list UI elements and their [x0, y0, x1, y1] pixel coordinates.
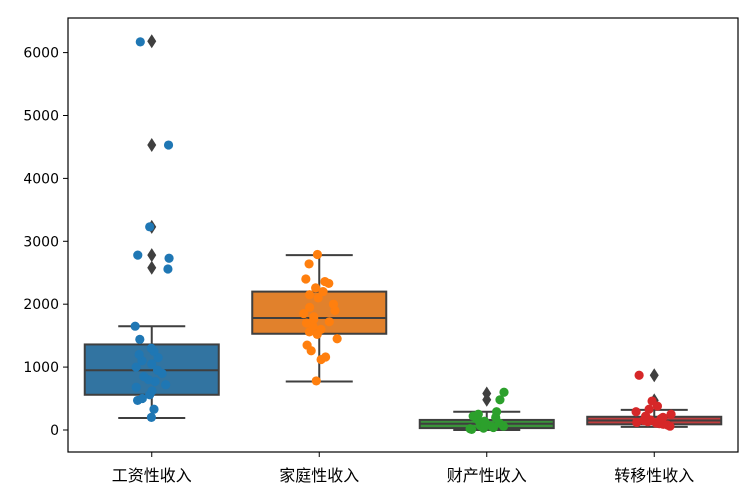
data-point	[495, 395, 505, 405]
data-point	[473, 409, 483, 419]
data-point	[163, 140, 174, 150]
x-tick-label: 转移性收入	[614, 466, 694, 485]
data-point	[131, 382, 141, 392]
data-point	[499, 387, 509, 397]
y-axis-ticks: 0 1000 2000 3000 4000 5000 6000	[23, 46, 68, 439]
outlier-marker	[649, 368, 659, 383]
data-point	[139, 371, 149, 382]
y-tick-label: 0	[50, 423, 59, 439]
data-point	[301, 318, 312, 328]
data-point	[631, 407, 641, 417]
data-point	[163, 264, 173, 274]
data-point	[465, 424, 475, 434]
data-point	[328, 299, 339, 309]
data-point	[152, 365, 163, 375]
data-point	[304, 290, 315, 300]
data-point	[312, 249, 323, 260]
outlier-marker	[147, 138, 157, 153]
data-point	[299, 309, 309, 319]
data-point	[146, 343, 156, 353]
data-point	[164, 253, 174, 263]
data-point	[309, 312, 319, 322]
y-tick-label: 3000	[23, 234, 59, 250]
data-point	[137, 393, 147, 404]
outlier-marker	[482, 386, 492, 401]
data-point	[320, 276, 330, 287]
data-point	[304, 259, 314, 269]
data-point	[313, 293, 323, 303]
data-point	[491, 407, 502, 417]
data-point	[641, 411, 651, 421]
data-point	[305, 302, 315, 312]
data-point	[320, 352, 331, 362]
data-point	[316, 324, 326, 334]
x-axis-ticks: 工资性收入 家庭性收入 财产性收入 转移性收入	[112, 452, 694, 485]
x-tick-label: 工资性收入	[112, 466, 192, 485]
outlier-marker	[147, 260, 157, 275]
data-point	[318, 287, 328, 297]
data-point	[647, 396, 657, 406]
data-point	[145, 222, 155, 232]
data-point	[311, 376, 321, 386]
data-point	[149, 404, 159, 414]
y-tick-label: 2000	[23, 297, 59, 313]
data-point	[147, 359, 157, 369]
data-point	[632, 417, 642, 428]
plot-frame	[67, 17, 739, 453]
data-point	[658, 412, 668, 423]
outlier-marker	[147, 34, 157, 49]
data-point	[133, 250, 143, 260]
x-tick-label: 财产性收入	[447, 466, 527, 485]
data-point	[135, 334, 145, 345]
data-point	[311, 283, 321, 293]
y-tick-label: 4000	[23, 171, 59, 187]
data-point	[135, 37, 145, 47]
data-point	[131, 362, 141, 372]
y-tick-label: 6000	[23, 46, 59, 62]
data-point	[324, 317, 334, 327]
outlier-marker	[147, 248, 157, 263]
data-point	[301, 274, 311, 284]
data-point	[332, 334, 342, 344]
data-point	[130, 321, 140, 331]
data-point	[302, 340, 312, 350]
strip-points	[130, 37, 676, 434]
y-tick-label: 1000	[23, 360, 59, 376]
y-tick-label: 5000	[23, 108, 59, 124]
data-point	[147, 386, 157, 396]
data-point	[161, 380, 171, 390]
data-point	[134, 349, 144, 360]
data-point	[644, 404, 654, 414]
data-point	[634, 370, 644, 380]
data-point	[666, 409, 676, 419]
x-tick-label: 家庭性收入	[279, 466, 359, 485]
data-point	[146, 412, 156, 423]
